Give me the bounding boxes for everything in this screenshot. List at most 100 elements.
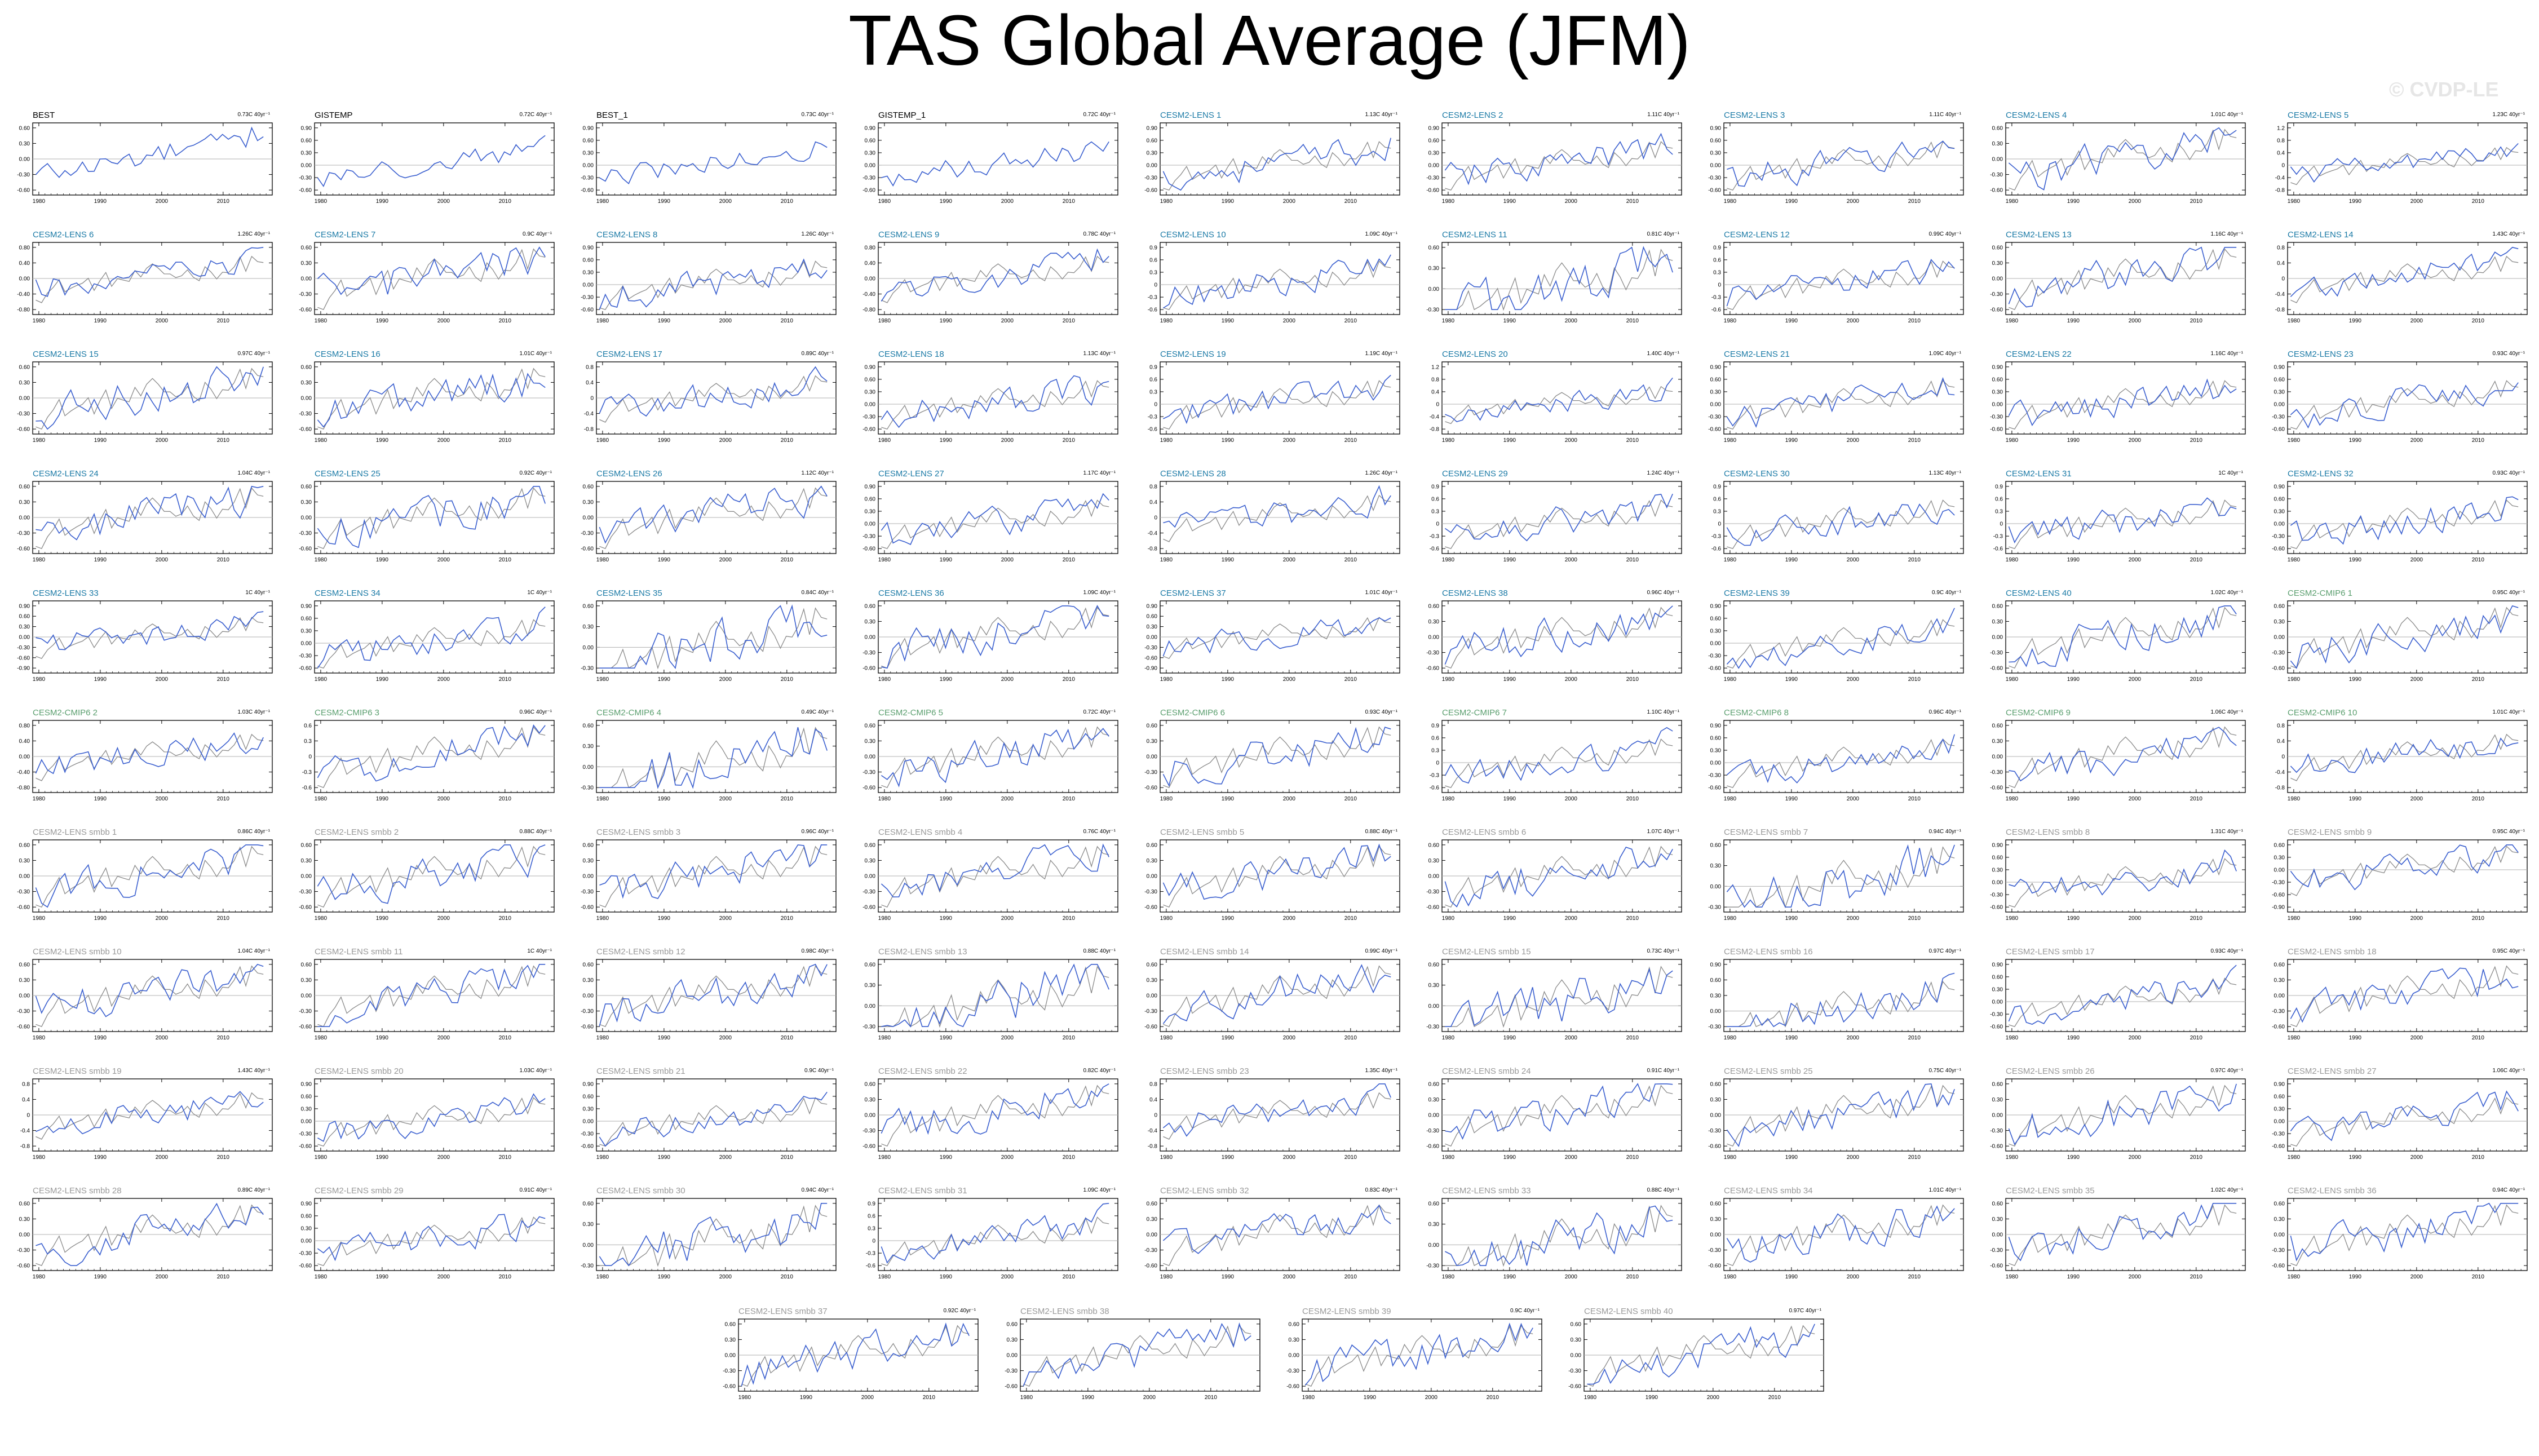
- y-tick-label: 0.00: [583, 645, 594, 651]
- y-tick-label: -0.30: [1144, 1008, 1157, 1015]
- panel-trend-label: 1.01C 40yr⁻¹: [1365, 590, 1397, 596]
- obs-series-line: [317, 965, 546, 1028]
- panel-title: CESM2-LENS 26: [596, 469, 662, 479]
- x-tick-label: 2010: [1626, 437, 1639, 444]
- x-tick-label: 2000: [156, 676, 169, 683]
- model-series-line: [881, 248, 1109, 302]
- plot-frame: [596, 720, 837, 793]
- panel-trend-label: 0.95C 40yr⁻¹: [2492, 948, 2525, 954]
- panel-title: CESM2-LENS 14: [2288, 230, 2354, 240]
- chart-panel: CESM2-LENS smbb 17 0.93C 40yr⁻¹ 0.90 0.60 0.…: [1973, 947, 2246, 1053]
- y-tick-label: 0.80: [19, 723, 30, 729]
- x-tick-label: 2000: [1001, 915, 1014, 922]
- chart-panel: CESM2-CMIP6 7 1.10C 40yr⁻¹ 0.9 0.6 0.3 0 -0.3 -…: [1409, 708, 1682, 814]
- y-tick-label: 0.00: [2274, 402, 2285, 408]
- x-tick-label: 2010: [1344, 676, 1357, 683]
- y-tick-label: -0.30: [1426, 889, 1439, 895]
- obs-series-line: [2009, 607, 2237, 669]
- x-tick-label: 2010: [1063, 437, 1076, 444]
- y-tick-label: 0.90: [1992, 364, 2003, 370]
- y-tick-label: 0.00: [2274, 993, 2285, 999]
- panel-trend-label: 1C 40yr⁻¹: [2218, 470, 2243, 476]
- x-tick-label: 1980: [1724, 676, 1737, 683]
- plot-frame: [878, 361, 1118, 435]
- y-tick-label: -0.6: [1430, 785, 1440, 791]
- plot-frame: [2005, 481, 2246, 554]
- y-tick-label: -0.30: [581, 785, 594, 791]
- obs-series-line: [1163, 846, 1391, 908]
- x-tick-label: 1990: [94, 198, 107, 205]
- x-tick-label: 2010: [2472, 437, 2485, 444]
- chart-panel: CESM2-LENS smbb 14 0.99C 40yr⁻¹ 0.60 0.30 0.…: [1127, 947, 1400, 1053]
- x-tick-label: 2010: [1344, 437, 1357, 444]
- y-tick-label: -0.60: [1990, 905, 2003, 911]
- x-tick-label: 1980: [1160, 915, 1173, 922]
- x-tick-label: 1990: [2067, 437, 2080, 444]
- panel-trend-label: 1.01C 40yr⁻¹: [519, 351, 552, 357]
- y-tick-label: 0.60: [1147, 723, 1158, 729]
- x-tick-label: 1980: [878, 198, 891, 205]
- y-tick-label: -0.30: [299, 1008, 312, 1015]
- chart-panel: CESM2-CMIP6 10 1.01C 40yr⁻¹ 0.8 0.4 0 -0.4 -0.…: [2255, 708, 2528, 814]
- y-tick-label: 0.00: [865, 402, 876, 408]
- chart-panel: CESM2-CMIP6 4 0.49C 40yr⁻¹ 0.60 0.30 0.00 -0.…: [564, 708, 837, 814]
- x-tick-label: 1990: [1222, 318, 1235, 324]
- y-tick-label: -0.30: [2272, 880, 2285, 886]
- y-tick-label: 0.00: [583, 282, 594, 289]
- y-tick-label: 0.8: [1149, 484, 1157, 490]
- chart-panel: CESM2-LENS 4 1.01C 40yr⁻¹ 0.60 0.30 0.00 -0.3…: [1973, 110, 2246, 216]
- y-tick-label: -0.30: [862, 1024, 875, 1030]
- y-tick-label: 0.60: [301, 245, 312, 251]
- x-tick-label: 2010: [1626, 318, 1639, 324]
- y-tick-label: 0: [1436, 402, 1439, 408]
- y-tick-label: 0.4: [2277, 260, 2285, 267]
- x-tick-label: 2010: [217, 557, 230, 563]
- y-tick-label: -0.60: [299, 307, 312, 313]
- panel-title: CESM2-LENS 4: [2006, 110, 2067, 120]
- obs-series-line: [2290, 846, 2519, 896]
- x-tick-label: 2000: [2129, 437, 2142, 444]
- x-tick-label: 2000: [719, 915, 732, 922]
- x-tick-label: 2010: [499, 796, 512, 802]
- model-series-line: [2290, 246, 2519, 297]
- y-tick-label: -0.30: [1708, 653, 1721, 660]
- chart-panel: CESM2-LENS smbb 8 1.31C 40yr⁻¹ 0.90 0.60 0.3…: [1973, 827, 2246, 933]
- y-tick-label: -0.60: [1708, 427, 1721, 433]
- panel-title: CESM2-LENS 2: [1442, 110, 1503, 120]
- y-tick-label: 0.60: [865, 723, 876, 729]
- x-tick-label: 1980: [33, 796, 46, 802]
- x-tick-label: 2000: [2410, 676, 2423, 683]
- y-tick-label: 0.90: [1147, 603, 1158, 609]
- panel-title: CESM2-LENS smbb 2: [315, 827, 399, 837]
- x-tick-label: 1990: [376, 915, 389, 922]
- obs-series-line: [317, 726, 546, 789]
- y-tick-label: -0.30: [2272, 534, 2285, 540]
- panel-trend-label: 0.9C 40yr⁻¹: [1932, 590, 1961, 596]
- x-tick-label: 1990: [376, 437, 389, 444]
- y-tick-label: 0.30: [301, 977, 312, 984]
- x-tick-label: 2000: [2410, 557, 2423, 563]
- x-tick-label: 1990: [1785, 318, 1798, 324]
- obs-series-line: [1727, 846, 1955, 909]
- y-tick-label: -0.60: [299, 427, 312, 433]
- y-tick-label: -0.60: [2272, 427, 2285, 433]
- panel-title: CESM2-LENS 25: [315, 469, 381, 479]
- x-tick-label: 1990: [376, 198, 389, 205]
- y-tick-label: 0: [2000, 521, 2003, 528]
- panel-title: BEST_1: [596, 110, 628, 120]
- y-tick-label: -0.60: [17, 655, 30, 661]
- panel-title: GISTEMP: [315, 110, 353, 120]
- panel-title: CESM2-LENS 18: [878, 349, 944, 359]
- y-tick-label: 0.90: [865, 125, 876, 131]
- panel-title: CESM2-LENS 37: [1160, 588, 1226, 598]
- panel-trend-label: 0.72C 40yr⁻¹: [1083, 112, 1116, 118]
- y-tick-label: -0.30: [17, 411, 30, 417]
- obs-series-line: [2290, 499, 2519, 549]
